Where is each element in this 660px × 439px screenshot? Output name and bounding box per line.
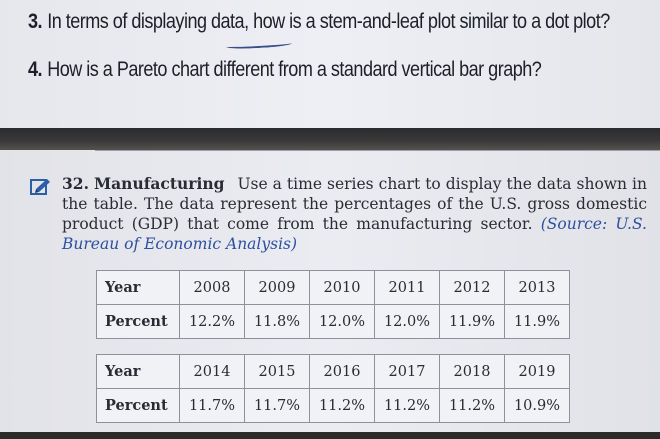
year-cell: 2014 bbox=[179, 354, 245, 389]
year-cell: 2008 bbox=[179, 270, 245, 305]
pencil-arrow-icon bbox=[30, 179, 50, 195]
previous-page bbox=[0, 0, 660, 128]
table-row: Year 2008 2009 2010 2011 2012 2013 bbox=[96, 270, 570, 305]
exercise-number: 32. bbox=[62, 174, 89, 193]
exercise-heading: Manufacturing bbox=[93, 174, 225, 193]
table-row: Percent 12.2% 11.8% 12.0% 12.0% 11.9% 11… bbox=[96, 304, 570, 339]
row-header-year: Year bbox=[96, 270, 180, 305]
percent-cell: 11.2% bbox=[439, 388, 505, 423]
data-table-1: Year 2008 2009 2010 2011 2012 2013 Perce… bbox=[96, 270, 570, 339]
percent-cell: 12.0% bbox=[309, 304, 375, 339]
percent-cell: 11.8% bbox=[244, 304, 310, 339]
year-cell: 2019 bbox=[504, 354, 570, 389]
year-cell: 2012 bbox=[439, 270, 505, 305]
year-cell: 2011 bbox=[374, 270, 440, 305]
table-row: Year 2014 2015 2016 2017 2018 2019 bbox=[96, 354, 570, 389]
exercise-32: 32. Manufacturing Use a time series char… bbox=[62, 174, 647, 254]
percent-cell: 11.2% bbox=[374, 388, 440, 423]
exercise-body: Use a time series chart to display the d… bbox=[62, 175, 647, 233]
percent-cell: 11.2% bbox=[309, 388, 375, 423]
year-cell: 2015 bbox=[244, 354, 310, 389]
question-3-text: In terms of displaying data, how is a st… bbox=[47, 10, 610, 33]
exercise-source: (Source: U.S. Bureau of Economic Analysi… bbox=[62, 215, 647, 253]
page-edge bbox=[0, 432, 660, 439]
percent-cell: 10.9% bbox=[504, 388, 570, 423]
table-row: Percent 11.7% 11.7% 11.2% 11.2% 11.2% 10… bbox=[96, 388, 570, 423]
percent-cell: 11.9% bbox=[439, 304, 505, 339]
percent-cell: 11.9% bbox=[504, 304, 570, 339]
year-cell: 2016 bbox=[309, 354, 375, 389]
question-4: 4. How is a Pareto chart different from a… bbox=[28, 58, 542, 82]
year-cell: 2017 bbox=[374, 354, 440, 389]
row-header-percent: Percent bbox=[96, 304, 180, 339]
row-header-percent: Percent bbox=[96, 388, 180, 423]
year-cell: 2009 bbox=[244, 270, 310, 305]
year-cell: 2018 bbox=[439, 354, 505, 389]
percent-cell: 12.0% bbox=[374, 304, 440, 339]
data-table-2: Year 2014 2015 2016 2017 2018 2019 Perce… bbox=[96, 354, 570, 423]
page-rule bbox=[95, 150, 660, 151]
percent-cell: 11.7% bbox=[179, 388, 245, 423]
percent-cell: 11.7% bbox=[244, 388, 310, 423]
question-4-number: 4. bbox=[28, 58, 43, 81]
question-3: 3. In terms of displaying data, how is a … bbox=[28, 10, 610, 34]
question-4-text: How is a Pareto chart different from a s… bbox=[47, 58, 542, 81]
percent-cell: 12.2% bbox=[179, 304, 245, 339]
year-cell: 2010 bbox=[309, 270, 375, 305]
year-cell: 2013 bbox=[504, 270, 570, 305]
row-header-year: Year bbox=[96, 354, 180, 389]
question-3-number: 3. bbox=[28, 10, 43, 33]
page-gutter bbox=[0, 128, 660, 150]
